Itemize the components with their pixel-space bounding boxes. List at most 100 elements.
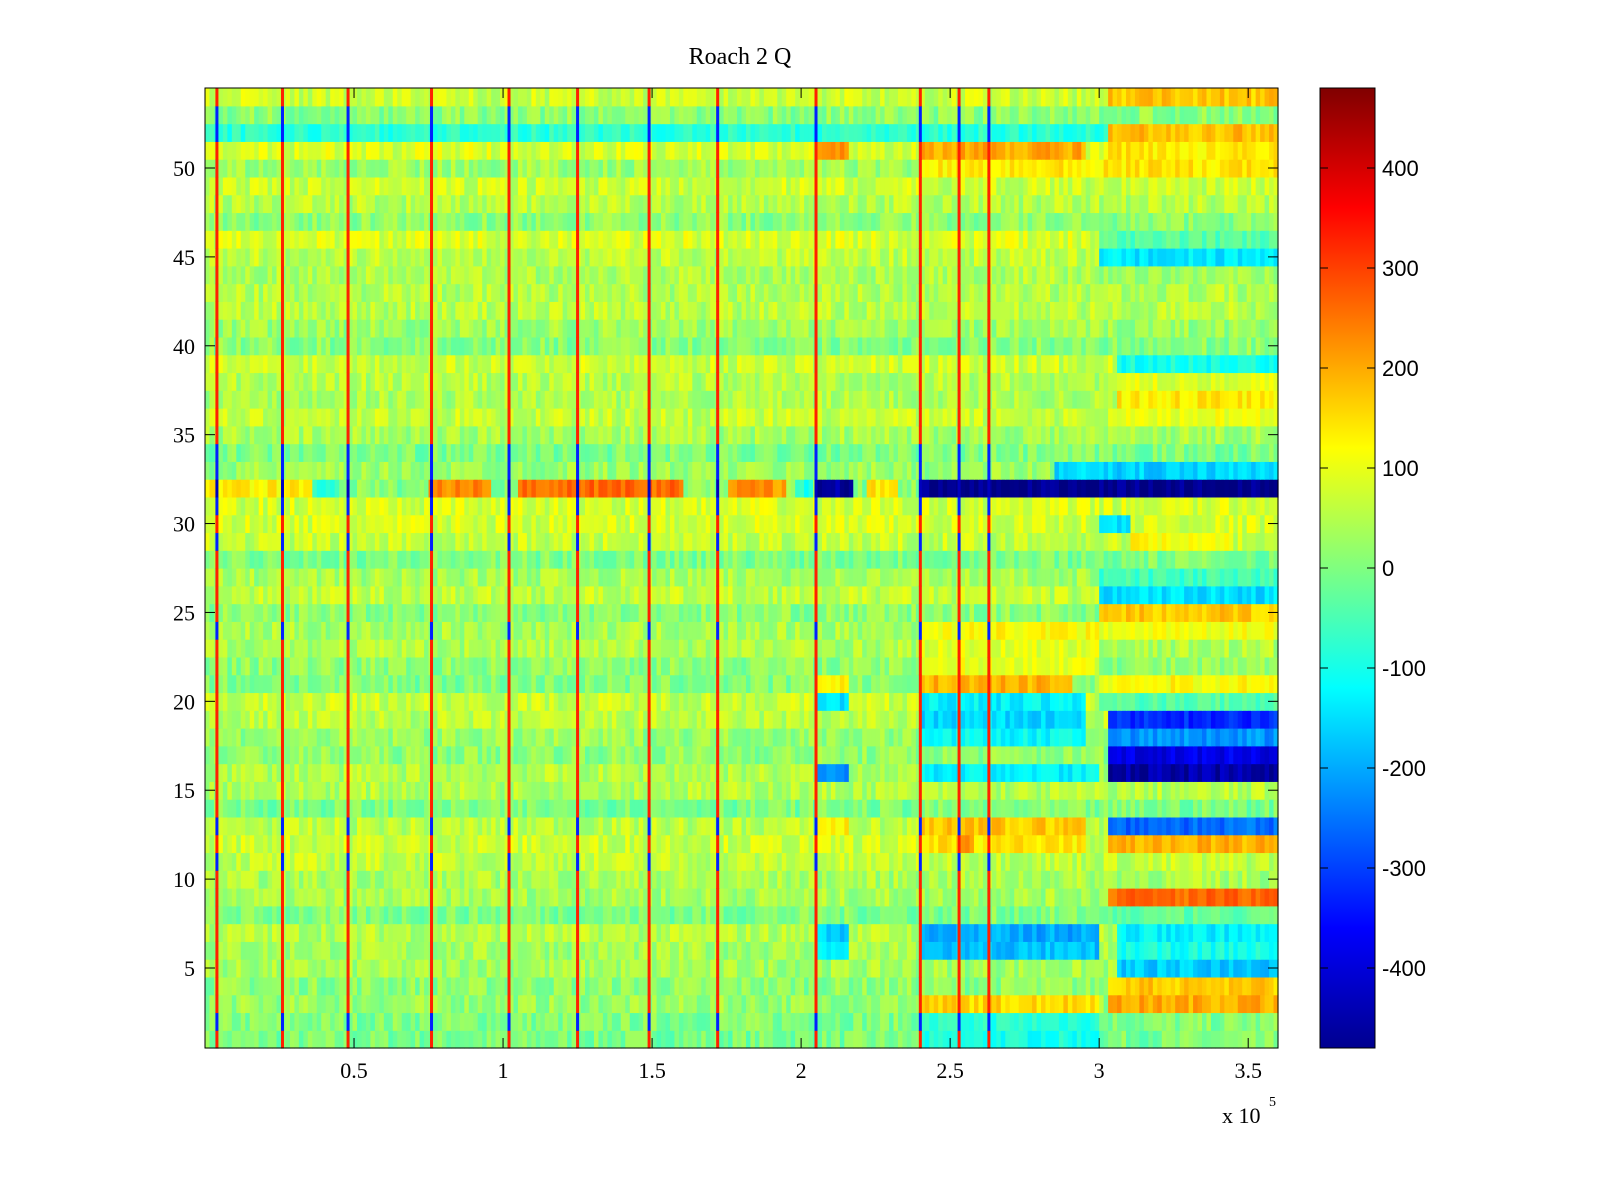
heatmap-cell <box>830 923 836 942</box>
heatmap-cell <box>938 888 944 907</box>
heatmap-cell <box>1170 905 1176 925</box>
heatmap-cell <box>495 816 501 836</box>
heatmap-cell <box>973 994 980 1014</box>
heatmap-cell <box>1014 870 1020 889</box>
heatmap-cell <box>795 941 801 960</box>
heatmap-cell <box>902 870 908 889</box>
heatmap-cell <box>509 816 515 836</box>
heatmap-cell <box>325 834 331 854</box>
heatmap-cell <box>1009 799 1015 818</box>
heatmap-cell <box>839 781 845 800</box>
heatmap-cell <box>871 781 877 800</box>
heatmap-cell <box>1228 763 1234 782</box>
heatmap-cell <box>880 781 886 800</box>
heatmap-cell <box>401 888 407 907</box>
heatmap-cell <box>249 692 255 711</box>
heatmap-cell <box>607 816 613 836</box>
heatmap-cell <box>289 1012 296 1031</box>
heatmap-cell <box>705 763 711 782</box>
heatmap-cell <box>312 745 318 765</box>
heatmap-cell <box>710 905 716 925</box>
heatmap-cell <box>245 674 251 694</box>
heatmap-cell <box>419 816 425 836</box>
heatmap-cell <box>1067 816 1073 836</box>
heatmap-cell <box>607 976 613 996</box>
heatmap-cell <box>1255 816 1261 836</box>
heatmap-cell <box>982 728 988 747</box>
heatmap-cell <box>218 799 224 818</box>
heatmap-cell <box>1206 905 1212 925</box>
heatmap-cell <box>678 905 684 925</box>
heatmap-cell <box>915 781 921 800</box>
heatmap-cell <box>209 888 215 907</box>
heatmap-cell <box>1130 692 1136 711</box>
heatmap-cell <box>415 1012 421 1031</box>
heatmap-cell <box>924 834 930 854</box>
heatmap-cell <box>535 745 541 765</box>
heatmap-cell <box>491 870 497 889</box>
heatmap-cell <box>857 870 863 889</box>
heatmap-cell <box>920 941 926 960</box>
heatmap-cell <box>254 905 260 925</box>
heatmap-cell <box>544 1012 550 1031</box>
heatmap-cell <box>741 976 747 996</box>
heatmap-cell <box>585 976 591 996</box>
heatmap-cell <box>1170 994 1176 1014</box>
heatmap-cell <box>947 763 953 782</box>
heatmap-cell <box>996 888 1002 907</box>
heatmap-cell <box>1099 745 1105 765</box>
heatmap-cell <box>643 888 649 907</box>
heatmap-cell <box>768 923 774 942</box>
heatmap-cell <box>1094 799 1100 818</box>
heatmap-cell <box>960 1030 966 1049</box>
heatmap-cell <box>978 799 984 818</box>
heatmap-cell <box>978 852 984 871</box>
heatmap-cell <box>902 710 908 729</box>
heatmap-cell <box>973 870 980 889</box>
heatmap-cell <box>808 1030 814 1049</box>
heatmap-cell <box>973 781 980 800</box>
heatmap-cell <box>1215 763 1221 782</box>
heatmap-cell <box>763 941 769 960</box>
heatmap-cell <box>1143 834 1149 854</box>
heatmap-cell <box>544 1030 550 1049</box>
heatmap-cell <box>1014 1012 1020 1031</box>
heatmap-cell <box>365 834 372 854</box>
heatmap-cell <box>701 941 707 960</box>
heatmap-cell <box>1000 905 1006 925</box>
heatmap-cell <box>1117 710 1123 729</box>
heatmap-cell <box>1246 852 1252 871</box>
heatmap-cell <box>1206 763 1212 782</box>
heatmap-cell <box>1117 976 1123 996</box>
heatmap-cell <box>1237 1030 1243 1049</box>
heatmap-cell <box>1170 781 1176 800</box>
heatmap-cell <box>1246 834 1252 854</box>
heatmap-cell <box>938 852 944 871</box>
heatmap-cell <box>924 763 930 782</box>
heatmap-cell <box>370 959 376 978</box>
heatmap-cell <box>880 1030 886 1049</box>
heatmap-cell <box>1130 728 1136 747</box>
heatmap-cell <box>1228 994 1234 1014</box>
heatmap-cell <box>285 816 291 836</box>
heatmap-cell <box>978 870 984 889</box>
heatmap-cell <box>978 959 984 978</box>
heatmap-cell <box>656 1012 662 1031</box>
heatmap-cell <box>321 905 327 925</box>
heatmap-cell <box>965 888 971 907</box>
heatmap-cell <box>710 959 716 978</box>
heatmap-cell <box>1269 976 1275 996</box>
heatmap-cell <box>701 763 707 782</box>
heatmap-cell <box>661 799 667 818</box>
heatmap-cell <box>906 870 912 889</box>
heatmap-cell <box>1094 834 1100 854</box>
heatmap-cell <box>1202 994 1208 1014</box>
heatmap-cell <box>1125 888 1132 907</box>
heatmap-cell <box>1224 923 1230 942</box>
heatmap-cell <box>871 905 877 925</box>
heatmap-cell <box>1184 976 1190 996</box>
heatmap-cell <box>661 763 667 782</box>
heatmap-cell <box>991 888 997 907</box>
heatmap-cell <box>652 834 658 854</box>
heatmap-cell <box>696 834 702 854</box>
